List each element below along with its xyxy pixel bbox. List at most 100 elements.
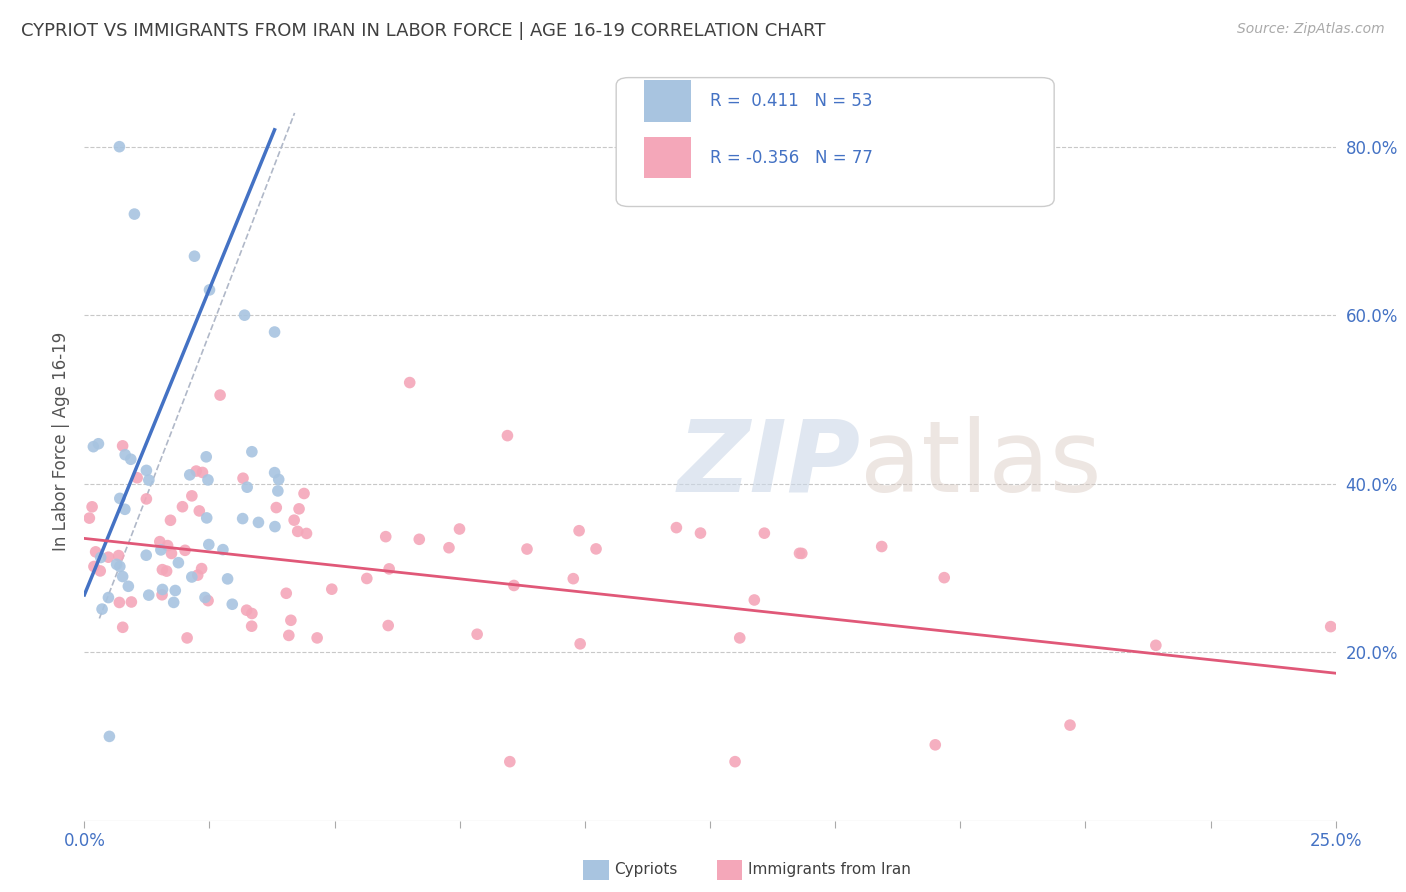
Point [217, 572, 239, 586]
Text: R = -0.356   N = 77: R = -0.356 N = 77 [710, 149, 873, 167]
Point [87, 436, 110, 450]
Point [159, 513, 181, 527]
Point [149, 543, 172, 558]
Point [378, 562, 401, 576]
Point [198, 283, 221, 297]
Point [114, 502, 136, 516]
Point [236, 480, 259, 494]
Point [724, 755, 747, 769]
Point [160, 546, 183, 560]
Point [263, 325, 285, 339]
Point [754, 526, 776, 541]
Point [374, 530, 396, 544]
Point [163, 595, 186, 609]
Point [934, 571, 956, 585]
Point [191, 466, 214, 480]
Point [114, 448, 136, 462]
Point [288, 501, 311, 516]
Point [449, 522, 471, 536]
Point [195, 511, 218, 525]
Point [186, 464, 208, 478]
Text: CYPRIOT VS IMMIGRANTS FROM IRAN IN LABOR FORCE | AGE 16-19 CORRELATION CHART: CYPRIOT VS IMMIGRANTS FROM IRAN IN LABOR… [21, 22, 825, 40]
Point [150, 588, 173, 602]
Point [179, 467, 201, 482]
Point [135, 463, 157, 477]
Text: Source: ZipAtlas.com: Source: ZipAtlas.com [1237, 22, 1385, 37]
Point [111, 620, 134, 634]
Point [232, 511, 254, 525]
Point [232, 471, 254, 485]
Point [569, 637, 592, 651]
Point [108, 139, 131, 153]
Point [84, 545, 107, 559]
Point [111, 569, 134, 583]
Point [180, 570, 202, 584]
Point [790, 546, 813, 560]
Point [82, 440, 104, 454]
Point [209, 388, 232, 402]
Point [503, 578, 526, 592]
Point [187, 568, 209, 582]
Point [80, 500, 103, 514]
Point [135, 491, 157, 506]
Point [117, 579, 139, 593]
Point [120, 595, 142, 609]
Point [190, 561, 212, 575]
Point [562, 572, 585, 586]
Point [221, 597, 243, 611]
Point [266, 500, 288, 515]
Point [97, 550, 120, 565]
Point [111, 439, 134, 453]
Point [138, 473, 160, 487]
Point [120, 452, 142, 467]
Bar [644, 136, 692, 178]
Point [264, 519, 287, 533]
Point [198, 537, 221, 551]
Point [127, 471, 149, 485]
Point [277, 628, 299, 642]
Point [108, 559, 131, 574]
Point [295, 526, 318, 541]
Point [155, 564, 177, 578]
Point [287, 524, 309, 539]
Point [180, 489, 202, 503]
Point [437, 541, 460, 555]
Point [689, 526, 711, 541]
Point [1059, 718, 1081, 732]
FancyBboxPatch shape [616, 78, 1054, 207]
Point [176, 631, 198, 645]
Text: Immigrants from Iran: Immigrants from Iran [748, 863, 911, 877]
Point [267, 472, 290, 486]
Point [98, 730, 121, 744]
Point [496, 428, 519, 442]
Point [172, 500, 194, 514]
Point [263, 466, 285, 480]
Point [197, 473, 219, 487]
Point [150, 563, 173, 577]
Point [174, 543, 197, 558]
Point [585, 541, 607, 556]
Point [188, 504, 211, 518]
Point [79, 511, 101, 525]
Point [240, 607, 263, 621]
Point [89, 564, 111, 578]
Point [280, 613, 302, 627]
Point [124, 207, 146, 221]
Point [240, 619, 263, 633]
Point [97, 591, 120, 605]
Text: atlas: atlas [860, 416, 1102, 513]
Point [138, 588, 160, 602]
Point [105, 558, 128, 572]
Point [90, 550, 112, 565]
Point [165, 583, 187, 598]
Point [135, 548, 157, 562]
Point [156, 539, 179, 553]
Point [235, 603, 257, 617]
Point [1319, 619, 1341, 633]
Point [267, 483, 290, 498]
Point [194, 591, 217, 605]
Point [247, 516, 270, 530]
Point [789, 546, 811, 560]
Point [321, 582, 343, 597]
Text: ZIP: ZIP [678, 416, 860, 513]
